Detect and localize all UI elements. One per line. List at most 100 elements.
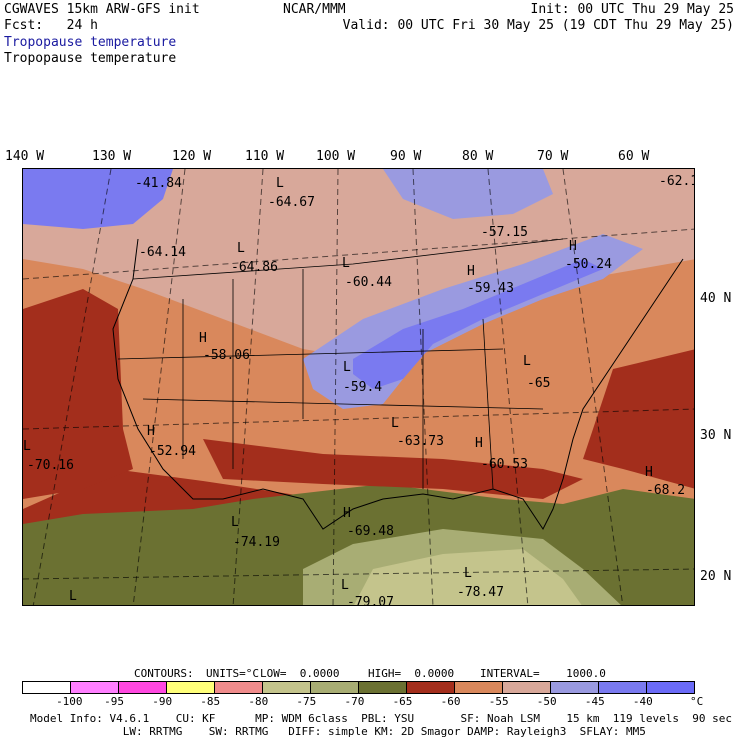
gulf-dark-band	[203, 439, 583, 499]
colorbar-bin	[310, 682, 358, 693]
colorbar-bin	[646, 682, 694, 693]
map-marker-type: H	[645, 465, 653, 480]
longitude-label: 70 W	[537, 149, 569, 164]
tropical-band-light	[354, 549, 582, 605]
colorbar-tick-label: -45	[584, 695, 605, 708]
colorbar-ticks: -100 -95 -90 -85 -80 -75 -70 -65 -60 -55 -50 -45 -40	[0, 695, 740, 709]
colorbar-bin	[406, 682, 454, 693]
colorbar-bin	[262, 682, 310, 693]
map-marker-value: -74.19	[233, 535, 280, 550]
longitude-line	[332, 169, 339, 605]
map-marker-value: -60.53	[481, 457, 528, 472]
colorbar-bin	[166, 682, 214, 693]
west-coast-dark-band	[23, 289, 133, 499]
longitude-label: 110 W	[245, 149, 285, 164]
state-boundaries	[132, 238, 564, 280]
map-marker-value: -70.16	[27, 458, 74, 473]
map-marker-value: -57.15	[481, 225, 528, 240]
tropopause-temperature-map: -41.84 L -64.67 -62.1 -57.15 L -64.86 -6…	[23, 169, 694, 606]
latitude-label: 40 N	[700, 291, 732, 306]
extrema-markers: -41.84 L -64.67 -62.1 -57.15 L -64.86 -6…	[23, 174, 694, 606]
map-marker-type: H	[569, 239, 577, 254]
map-panel: -41.84 L -64.67 -62.1 -57.15 L -64.86 -6…	[22, 168, 695, 606]
state-boundaries	[482, 318, 494, 490]
map-marker-value: -64.14	[139, 245, 186, 260]
map-marker-type: L	[237, 241, 245, 256]
longitude-label: 100 W	[316, 149, 356, 164]
colorbar-bin	[550, 682, 598, 693]
map-marker-type: H	[147, 424, 155, 439]
contour-high: HIGH= 0.0000	[368, 667, 455, 680]
map-marker-value: -41.84	[135, 176, 182, 191]
colorbar-tick-label: -50	[536, 695, 557, 708]
longitude-line	[412, 169, 434, 605]
map-marker-type: L	[391, 416, 399, 431]
colorbar-bin	[214, 682, 262, 693]
map-marker-type: L	[23, 439, 31, 454]
latitude-line	[23, 568, 694, 580]
field-title: Tropopause temperature	[4, 35, 177, 50]
contour-info: CONTOURS:	[134, 667, 194, 680]
colorbar-tick-label: -85	[200, 695, 221, 708]
colorbar-bin	[598, 682, 646, 693]
contour-low: LOW= 0.0000	[260, 667, 340, 680]
map-marker-value: -64.86	[231, 260, 278, 275]
init-time: Init: 00 UTC Thu 29 May 25	[530, 2, 735, 17]
state-boundaries	[117, 348, 504, 360]
colorbar-tick-label: -75	[296, 695, 317, 708]
northwest-cold-pool	[23, 169, 173, 229]
north-pale-band	[23, 169, 694, 359]
map-marker-value: -65	[527, 376, 550, 391]
colorbar-bin	[118, 682, 166, 693]
colorbar-tick-label: -40	[632, 695, 653, 708]
longitude-line	[32, 169, 112, 605]
longitude-label: 120 W	[172, 149, 212, 164]
model-info-line: Model Info: V4.6.1 CU: KF MP: WDM 6class…	[30, 712, 732, 725]
colorbar-bin	[454, 682, 502, 693]
map-marker-type: L	[341, 578, 349, 593]
latitude-line	[23, 228, 694, 280]
map-marker-value: -64.67	[268, 195, 315, 210]
contour-interval: INTERVAL= 1000.0	[480, 667, 606, 680]
longitude-line	[132, 169, 186, 605]
contour-units: UNITS=°C	[206, 667, 259, 680]
map-marker-value: -52.94	[149, 444, 196, 459]
northeast-cold-pool	[383, 169, 553, 219]
map-marker-type: L	[342, 256, 350, 271]
map-marker-type: L	[231, 515, 239, 530]
model-title: CGWAVES 15km ARW-GFS init	[4, 2, 200, 17]
latitude-label: 30 N	[700, 428, 732, 443]
map-marker-value: -60.44	[345, 275, 392, 290]
model-physics-line: LW: RRTMG SW: RRTMG DIFF: simple KM: 2D …	[30, 725, 646, 738]
colorbar-tick-label: -90	[152, 695, 173, 708]
latitude-label: 20 N	[700, 569, 732, 584]
valid-time: Valid: 00 UTC Fri 30 May 25 (19 CDT Thu …	[342, 18, 734, 33]
colorbar-unit: °C	[690, 695, 704, 708]
colorbar-bin	[502, 682, 550, 693]
map-marker-type: L	[464, 566, 472, 581]
southeast-dark-band	[583, 349, 694, 489]
colorbar-bin	[70, 682, 118, 693]
longitude-label: 140 W	[5, 149, 45, 164]
longitude-line	[562, 169, 624, 605]
longitude-line	[232, 169, 264, 605]
map-marker-type: H	[199, 331, 207, 346]
map-marker-value: -58.06	[203, 348, 250, 363]
forecast-hour: Fcst: 24 h	[4, 18, 98, 33]
longitude-label: 60 W	[618, 149, 650, 164]
map-marker-value: -59.4	[343, 380, 382, 395]
map-marker-value: -79.07	[347, 595, 394, 606]
colorbar-bin	[358, 682, 406, 693]
colorbar-tick-label: -100	[56, 695, 83, 708]
map-marker-type: H	[343, 506, 351, 521]
colorbar	[22, 681, 695, 694]
map-marker-type: L	[523, 354, 531, 369]
great-lakes-cold-core	[353, 259, 603, 389]
coastline-outline	[112, 238, 684, 530]
map-marker-type: L	[69, 589, 77, 604]
map-marker-value: -50.24	[565, 257, 612, 272]
colorbar-tick-label: -80	[248, 695, 269, 708]
state-boundaries	[142, 398, 544, 410]
colorbar-bin	[23, 682, 70, 693]
longitude-line	[487, 169, 529, 605]
